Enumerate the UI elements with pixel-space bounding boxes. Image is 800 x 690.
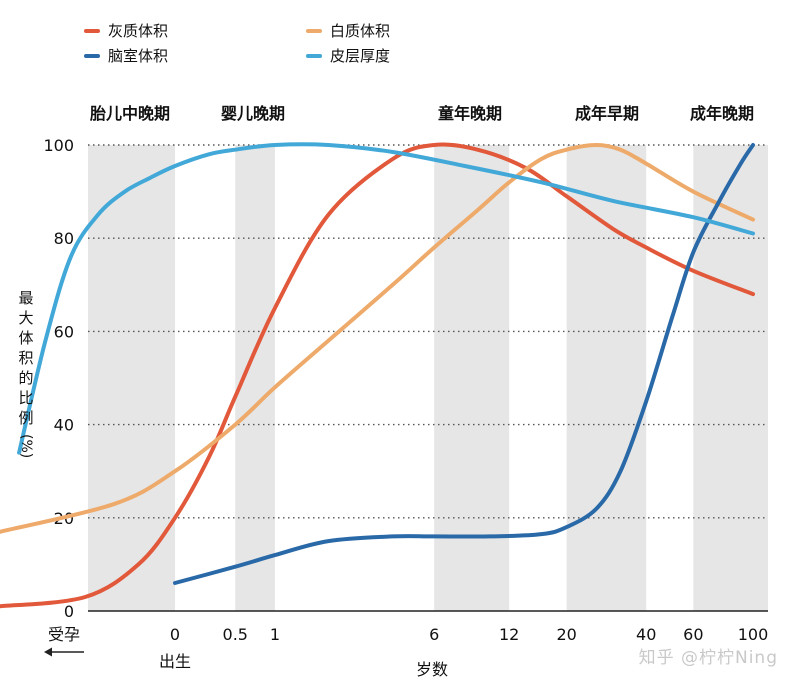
stage-band: [566, 145, 647, 611]
birth-label: 出生: [159, 652, 191, 671]
series-line: [173, 143, 755, 585]
x-tick-label: 6: [429, 625, 439, 644]
legend-swatch: [84, 28, 100, 33]
x-tick-label: 0.5: [223, 625, 248, 644]
legend-swatch: [306, 28, 322, 33]
y-tick-label: 40: [54, 416, 74, 435]
legend-label: 灰质体积: [108, 22, 169, 40]
series-lines: [0, 142, 755, 609]
shaded-periods: [88, 145, 768, 611]
legend-label: 脑室体积: [108, 47, 169, 65]
y-axis-unit: (%): [18, 434, 34, 459]
stage-band: [693, 145, 768, 611]
stage-label: 婴儿晚期: [220, 104, 286, 123]
x-tick-label: 12: [499, 625, 519, 644]
legend-label: 皮层厚度: [330, 47, 391, 65]
conception-arrow-head: [44, 647, 52, 657]
x-tick-label: 40: [636, 625, 656, 644]
series-line: [17, 142, 755, 455]
legend-item-gray-matter: 灰质体积: [84, 20, 168, 41]
gridlines: [88, 144, 768, 612]
watermark: 知乎 @柠柠Ning: [638, 648, 778, 668]
x-tick-label: 0: [170, 625, 180, 644]
stage-label: 成年晚期: [689, 104, 755, 123]
legend-item-cortical-thickness: 皮层厚度: [306, 45, 390, 66]
stage-band: [88, 145, 175, 611]
y-tick-label: 80: [54, 229, 74, 248]
x-tick-label: 100: [738, 625, 769, 644]
legend-swatch: [306, 53, 322, 58]
legend-item-ventricle: 脑室体积: [84, 45, 168, 66]
stage-label: 胎儿中晚期: [89, 104, 171, 123]
y-tick-label: 0: [64, 602, 74, 621]
series-line: [0, 143, 755, 534]
series-line: [0, 142, 755, 609]
legend-swatch: [84, 53, 100, 58]
x-tick-label: 1: [270, 625, 280, 644]
legend-item-white-matter: 白质体积: [306, 20, 390, 41]
legend-label: 白质体积: [330, 22, 391, 40]
y-axis-title-text: 最大体积的比例: [18, 289, 34, 427]
conception-label: 受孕: [48, 625, 80, 644]
x-axis-title: 岁数: [416, 660, 448, 679]
stage-band: [434, 145, 510, 611]
y-tick-label: 60: [54, 322, 74, 341]
stage-label: 童年晚期: [437, 104, 503, 123]
y-axis-title: 最大体积的比例 (%): [16, 288, 36, 458]
x-tick-label: 20: [556, 625, 576, 644]
x-tick-label: 60: [683, 625, 703, 644]
stage-label: 成年早期: [574, 104, 640, 123]
y-tick-label: 100: [43, 136, 74, 155]
